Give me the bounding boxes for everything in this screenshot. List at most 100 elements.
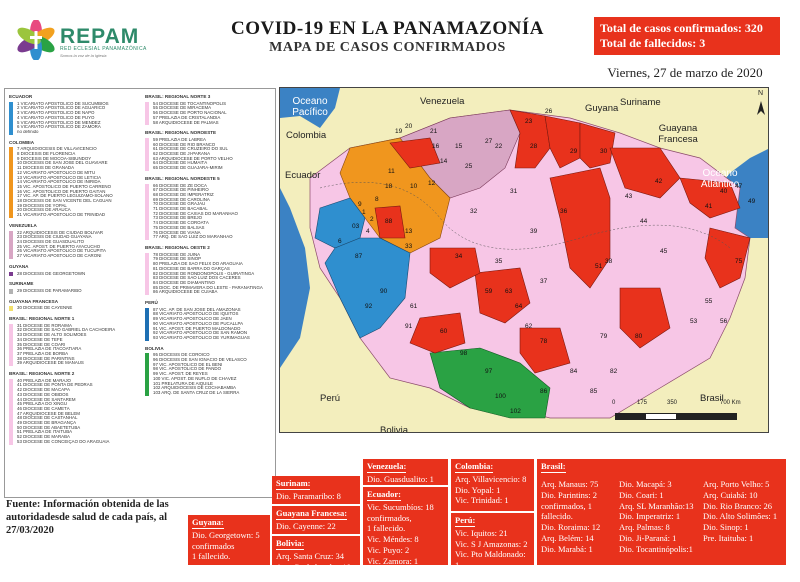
confirmed-zone-iquitos (374, 205, 406, 239)
box-brasil-col2: Dio. Macapá: 3 Dio. Coari: 1 Arq. SL Maran… (619, 479, 703, 555)
region-number: 80 (635, 333, 643, 340)
box-brasil-line: Dio. Coari: 1 (619, 489, 664, 500)
legend-item: 85 DIOC. DE PRIMAVERA DO LESTE - PARANAT… (153, 285, 263, 290)
map-panel: Oceano Pacífico Oceano Atlántico Venezue… (279, 87, 769, 433)
region-number: 86 (540, 388, 548, 395)
label-pacific: Oceano Pacífico (292, 96, 328, 118)
north-label: N (758, 90, 764, 97)
legend-section-title: BRASIL: REGIONAL NORTE 2 (9, 371, 75, 377)
legend-swatch (145, 101, 149, 126)
repam-logo (14, 19, 179, 61)
confirmed-zone-manaus (549, 167, 611, 289)
box-ecuador-line: Vic. Sucumbíos: 18 (367, 501, 434, 512)
box-ecuador-line: Vic. Puyo: 2 (367, 544, 410, 555)
legend-section-title: PERÚ (145, 300, 158, 306)
box-ecuador-line: 1 fallecido. (367, 523, 406, 534)
legend-item: 100 VIC. APOST. DE ÑUFLO DE CHÁVEZ (153, 376, 237, 381)
legend-item: 41 DIOCESE DE PONTA DE PEDRAS (17, 383, 93, 388)
legend-swatch (9, 147, 13, 218)
legend-item: 1 VICARIATO APOSTÓLICO DE SUCUMBÍOS (17, 101, 109, 106)
confirmed-zone-belem (679, 177, 741, 219)
region-number: 12 (428, 180, 436, 187)
legend-column-1: ECUADOR 1 VICARIATO APOSTÓLICO DE SUCUMBÍ… (9, 94, 139, 446)
legend-item: 81 DIOCESE DE BARRA DO GARÇAS (153, 266, 230, 271)
box-guyana-line: Dio. Georgetown: 5 (192, 529, 260, 540)
legend-item: 68 DIOCESE DE IMPERATRIZ (153, 192, 214, 197)
box-bolivia-line: Arq. Santa Cruz: 34 (276, 550, 344, 561)
label-ecuador: Ecuador (285, 170, 321, 181)
legend-item: 6 VICARIATO APOSTÓLICO DE ZAMORA (17, 125, 101, 130)
legend-group: 87 VIC. AP. DE SAN JOSÉ DEL AMAZONAS 88 V… (145, 307, 275, 341)
legend-item: 52 DIOCESE DE MARABÁ (17, 435, 70, 440)
box-brasil-line: Dio. Rio Branco: 26 (703, 500, 772, 511)
legend-item: 95 DIÓCESIS DE COROICO (153, 353, 210, 358)
legend-item: 27 VICARIATO APOSTÓLICO DE CARONÍ (17, 254, 102, 259)
legend-item: 67 DIOCESE DE PINHEIRO (153, 188, 209, 193)
region-number: 51 (595, 263, 603, 270)
legend-group: 22 ARQUIDIÓCESIS DE CIUDAD BOLÍVAR 23 DIÓ… (9, 230, 139, 259)
region-number: 1 (362, 209, 366, 216)
region-number: 40 (720, 188, 728, 195)
region-number: 28 (530, 143, 538, 150)
legend-item: 55 DIOCESE DE MIRACEMA (153, 106, 212, 111)
region-number: 79 (600, 333, 608, 340)
legend-item: 20 DIÓCESIS DE ARAUCA (17, 208, 71, 213)
totals-box: Total de casos confirmados: 320 Total de… (594, 17, 780, 55)
region-number: 18 (385, 183, 393, 190)
legend-swatch (145, 353, 149, 396)
region-number: 41 (705, 203, 713, 210)
box-guyana-title: Guyana: (192, 517, 224, 529)
label-atlantic: Oceano Atlántico (700, 168, 740, 190)
legend-item: 59 PRELAZIA DE LÁBREA (153, 137, 206, 142)
region-number: 53 (690, 318, 698, 325)
legend-section-title: BRASIL: REGIONAL NORTE 1 (9, 316, 75, 322)
legend-item: 90 VICARIATO APOSTÓLICO DE PUCALLPA (153, 321, 244, 326)
confirmed-zone-macapa (609, 147, 681, 199)
legend-section-title: GUYANA (9, 263, 29, 269)
legend-item: 23 DIÓCESIS DE CIUDAD GUAYANA (17, 235, 92, 240)
legend-item: 77 ARQ. DE SÃO LUIZ DO MARANHÃO (153, 235, 233, 240)
region-number: 8 (375, 196, 379, 203)
legend-item: 13 VICARIATO APOSTÓLICO DE LETICIA (17, 175, 102, 180)
confirmed-zone-cuiaba (519, 327, 571, 374)
region-number: 44 (640, 218, 648, 225)
legend-swatch (9, 378, 13, 445)
box-brasil-col1: Arq. Manaus: 75 Dio. Parintins: 2 confirma… (541, 479, 619, 555)
legend-item: 60 DIOCESE DE RIO BRANCO (153, 142, 216, 147)
box-brasil-line: Dio. Alto Solimões: 1 (703, 511, 778, 522)
box-brasil-line: Arq. Manaus: 75 (541, 479, 599, 489)
label-peru: Perú (320, 393, 341, 404)
legend-item: 98 VIC. APOSTÓLICO DE PANDO (153, 367, 221, 372)
legend-item: 43 DIOCESE DE ÓBIDOS (17, 392, 69, 397)
region-number: 43 (625, 193, 633, 200)
confirmed-zone-maranhao (704, 227, 751, 289)
legend-item: 51 PRELAZIA DE ITAITUBA (17, 430, 73, 435)
region-number: 11 (388, 168, 395, 175)
region-number: 78 (540, 338, 548, 345)
legend-section-title: ECUADOR (9, 94, 33, 99)
legend-section-title: BRASIL: REGIONAL NORTE 3 (145, 94, 211, 99)
legend-item: 39 ARQUIDIOCESE DE MANAUS (17, 361, 84, 366)
legend-group: 29 DIÓCESIS DE PARAMARIBO (9, 288, 139, 294)
legend-item: 93 VICARIATO APOSTÓLICO DE YURIMAGUAS (153, 335, 250, 340)
legend-item: 26 VICARIATO APOSTÓLICO DE TUCUPITA (17, 249, 106, 254)
region-number: 63 (505, 288, 513, 295)
box-brasil-line: Dio. Ji-Paraná: 1 (619, 532, 677, 543)
legend-item: 64 DIOCESE DE HUMAITÁ (153, 161, 208, 166)
region-number: 6 (338, 238, 342, 245)
region-number: 22 (495, 143, 503, 150)
region-number: 62 (525, 323, 533, 330)
box-brasil-line: Arq. Palmas: 8 (619, 522, 670, 533)
box-brasil-line: Dio. Marabá: 1 (541, 543, 593, 554)
legend-item: 65 DIOCESE DE GUAJARÁ-MIRIM (153, 166, 223, 171)
total-confirmed: Total de casos confirmados: 320 (600, 21, 763, 35)
region-number: 87 (355, 253, 363, 260)
box-ecuador-title: Ecuador: (367, 489, 401, 501)
box-colombia-title: Colombia: (455, 461, 494, 473)
region-number: 37 (540, 278, 548, 285)
legend-item: 21 VICARIATO APOSTÓLICO DE TRINIDAD (17, 213, 106, 218)
legend-item: 49 DIOCESE DE BRAGANÇA (17, 421, 77, 426)
legend-item: 4 VICARIATO APOSTÓLICO DE PUYO (17, 115, 95, 120)
pacific-corner (280, 88, 340, 128)
legend-item: 47 ARQUIDIOCESE DE BELÉM (17, 411, 80, 416)
